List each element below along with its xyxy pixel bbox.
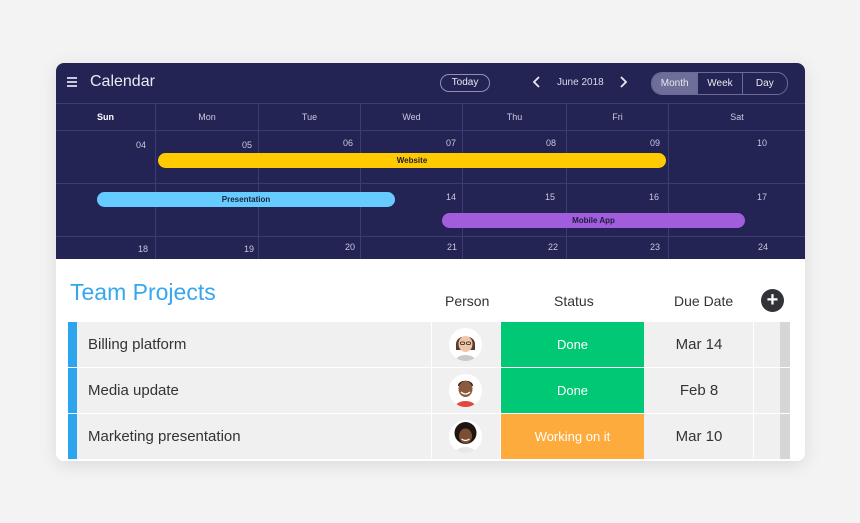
date-cell[interactable]: 07 bbox=[446, 138, 457, 148]
hamburger-menu-icon[interactable] bbox=[67, 77, 77, 87]
date-cell[interactable]: 04 bbox=[136, 140, 147, 150]
calendar-toolbar: Calendar Today June 2018 Month Week Day bbox=[56, 63, 805, 104]
avatar[interactable] bbox=[449, 328, 482, 361]
grid-line bbox=[360, 104, 361, 259]
chevron-right-icon[interactable] bbox=[616, 75, 630, 89]
date-cell[interactable]: 05 bbox=[242, 140, 253, 150]
weekday-fri: Fri bbox=[612, 112, 623, 122]
weekday-mon: Mon bbox=[198, 112, 216, 122]
cell-divider bbox=[431, 414, 432, 459]
board-title: Team Projects bbox=[70, 279, 216, 305]
cell-divider bbox=[753, 414, 754, 459]
cell-divider bbox=[431, 322, 432, 367]
grid-line bbox=[56, 236, 805, 237]
cell-divider bbox=[500, 414, 501, 459]
date-cell[interactable]: 23 bbox=[650, 242, 661, 252]
table-row[interactable]: Media update Done Feb 8 bbox=[68, 368, 790, 413]
date-cell[interactable]: 24 bbox=[758, 242, 769, 252]
date-cell[interactable]: 08 bbox=[546, 138, 557, 148]
cell-divider bbox=[431, 368, 432, 413]
weekday-sat: Sat bbox=[730, 112, 744, 122]
item-name[interactable]: Media update bbox=[88, 382, 179, 399]
table-row[interactable]: Marketing presentation Working on it Mar… bbox=[68, 414, 790, 459]
group-color-bar bbox=[68, 414, 77, 459]
grid-line bbox=[668, 104, 669, 259]
grid-line bbox=[566, 104, 567, 259]
item-name[interactable]: Marketing presentation bbox=[88, 428, 241, 445]
cell-divider bbox=[500, 368, 501, 413]
weekday-thu: Thu bbox=[506, 112, 523, 122]
cell-divider bbox=[753, 368, 754, 413]
cell-divider bbox=[753, 322, 754, 367]
date-cell[interactable]: 10 bbox=[757, 138, 768, 148]
weekday-wed: Wed bbox=[402, 112, 421, 122]
add-column-button[interactable]: + bbox=[761, 289, 784, 312]
calendar-panel: Calendar Today June 2018 Month Week Day … bbox=[56, 63, 805, 259]
table-row[interactable]: Billing platform Done Mar 14 bbox=[68, 322, 790, 367]
date-cell[interactable]: 18 bbox=[138, 244, 149, 254]
current-month-label: June 2018 bbox=[557, 77, 604, 88]
cell-divider bbox=[500, 322, 501, 367]
weekday-sun: Sun bbox=[97, 112, 114, 122]
calendar-title: Calendar bbox=[90, 73, 155, 90]
column-header-status[interactable]: Status bbox=[554, 293, 594, 309]
row-end-cap bbox=[780, 368, 790, 413]
view-day-button[interactable]: Day bbox=[741, 73, 787, 94]
date-cell[interactable]: 06 bbox=[343, 138, 354, 148]
view-week-button[interactable]: Week bbox=[697, 73, 741, 94]
date-cell[interactable]: 09 bbox=[650, 138, 661, 148]
grid-line bbox=[258, 104, 259, 259]
avatar[interactable] bbox=[449, 420, 482, 453]
today-button[interactable]: Today bbox=[440, 74, 490, 92]
event-mobile-app[interactable]: Mobile App bbox=[442, 213, 745, 228]
status-badge[interactable]: Done bbox=[501, 322, 644, 367]
due-date-cell[interactable]: Mar 10 bbox=[675, 428, 723, 445]
avatar[interactable] bbox=[449, 374, 482, 407]
column-header-due-date[interactable]: Due Date bbox=[674, 293, 734, 309]
weekday-header: Sun Mon Tue Wed Thu Fri Sat bbox=[56, 104, 805, 131]
due-date-cell[interactable]: Mar 14 bbox=[675, 336, 723, 353]
grid-line bbox=[56, 183, 805, 184]
event-presentation[interactable]: Presentation bbox=[97, 192, 395, 207]
column-header-person[interactable]: Person bbox=[445, 293, 490, 309]
status-badge[interactable]: Done bbox=[501, 368, 644, 413]
app-card: Calendar Today June 2018 Month Week Day … bbox=[56, 63, 805, 461]
group-color-bar bbox=[68, 322, 77, 367]
date-cell[interactable]: 20 bbox=[345, 242, 356, 252]
grid-line bbox=[462, 104, 463, 259]
date-cell[interactable]: 14 bbox=[446, 192, 457, 202]
group-color-bar bbox=[68, 368, 77, 413]
date-cell[interactable]: 19 bbox=[244, 244, 255, 254]
date-cell[interactable]: 21 bbox=[447, 242, 458, 252]
projects-board: Team Projects Person Status Due Date + B… bbox=[56, 259, 805, 461]
date-cell[interactable]: 16 bbox=[649, 192, 660, 202]
grid-line bbox=[155, 104, 156, 259]
weekday-tue: Tue bbox=[301, 112, 318, 122]
row-end-cap bbox=[780, 322, 790, 367]
chevron-left-icon[interactable] bbox=[530, 75, 544, 89]
view-switcher: Month Week Day bbox=[651, 72, 788, 95]
status-badge[interactable]: Working on it bbox=[501, 414, 644, 459]
view-month-button[interactable]: Month bbox=[652, 73, 698, 94]
date-cell[interactable]: 22 bbox=[548, 242, 559, 252]
due-date-cell[interactable]: Feb 8 bbox=[679, 382, 719, 399]
event-website[interactable]: Website bbox=[158, 153, 666, 168]
date-cell[interactable]: 15 bbox=[545, 192, 556, 202]
plus-icon: + bbox=[766, 289, 779, 311]
date-cell[interactable]: 17 bbox=[757, 192, 768, 202]
item-name[interactable]: Billing platform bbox=[88, 336, 187, 353]
row-end-cap bbox=[780, 414, 790, 459]
